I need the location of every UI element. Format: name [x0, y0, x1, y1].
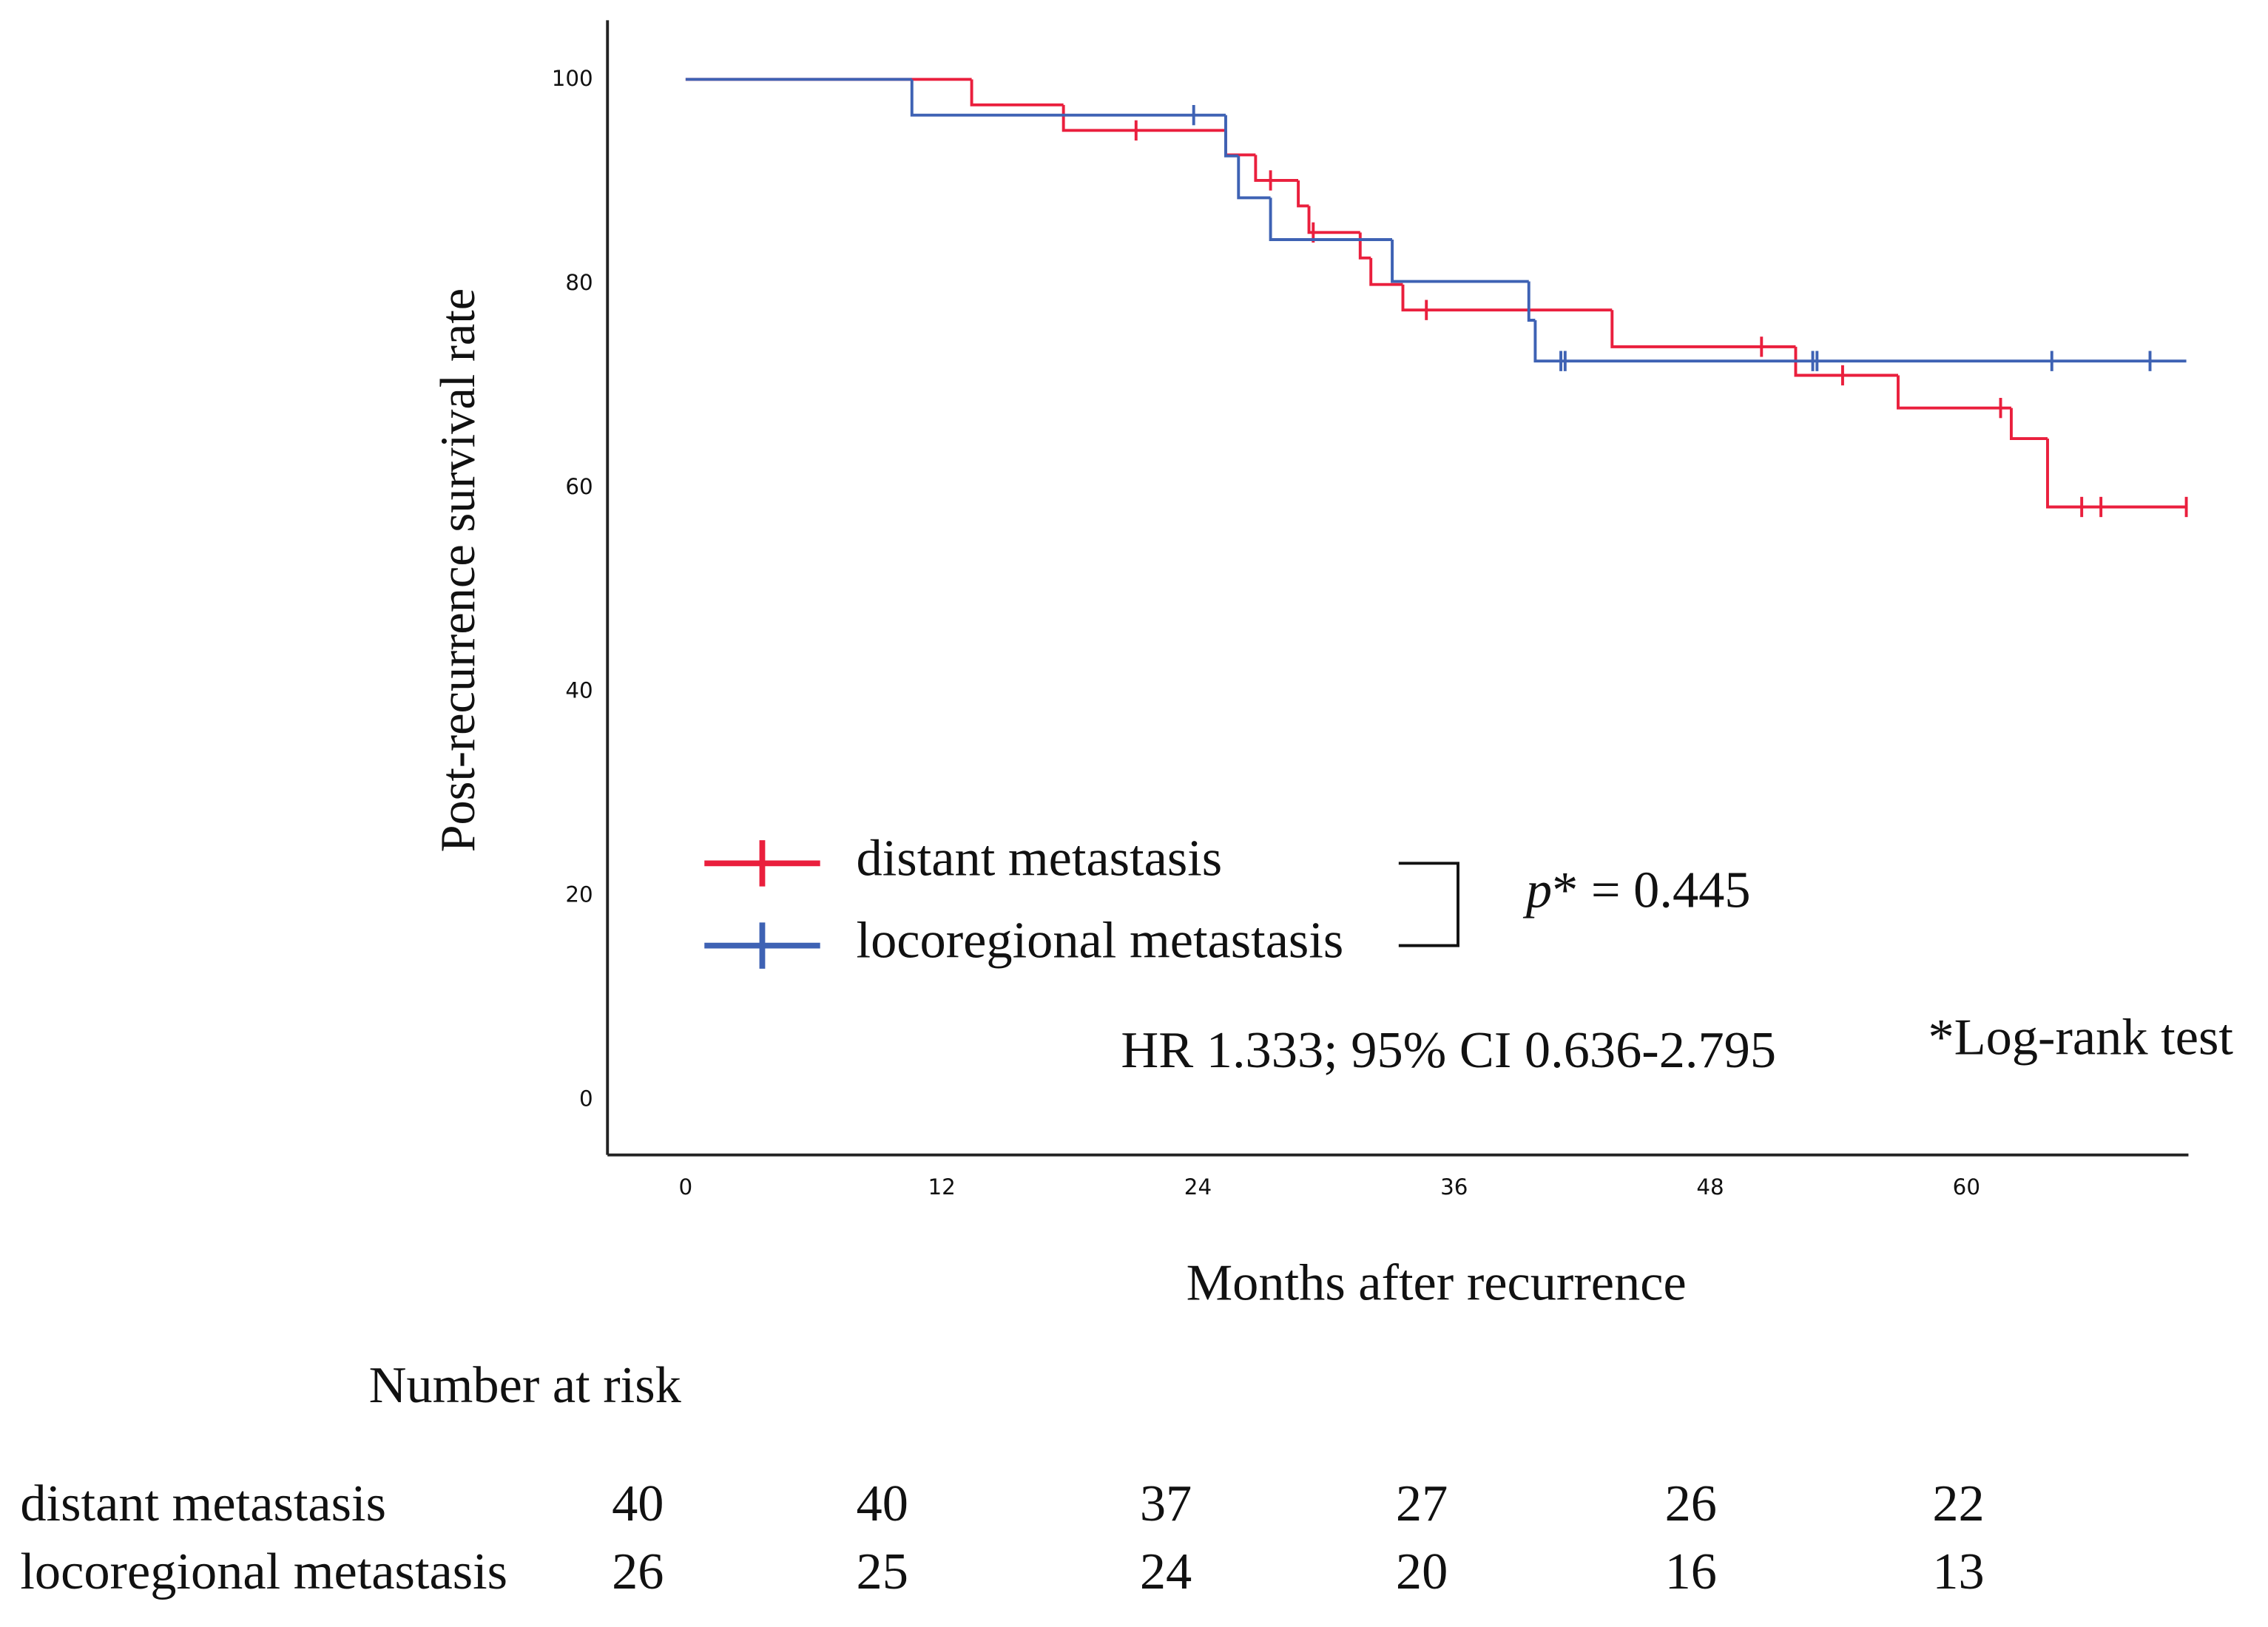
- y-axis-label: Post-recurrence survival rate: [431, 288, 485, 853]
- survival-step: [1307, 206, 1360, 234]
- x-axis-label: Months after recurrence: [1187, 1254, 1687, 1311]
- survival-step: [1401, 284, 1613, 312]
- y-tick-label: 0: [579, 1086, 593, 1112]
- survival-step: [1794, 346, 1898, 377]
- p-bracket: [1398, 862, 1459, 947]
- survival-step: [1224, 130, 1256, 157]
- risk-count: 40: [857, 1475, 908, 1532]
- risk-count: 26: [1665, 1475, 1717, 1532]
- p-symbol: p: [1522, 861, 1552, 919]
- legend-label: distant metastasis: [857, 830, 1223, 887]
- survival-step: [1297, 180, 1309, 208]
- p-value: p* = 0.445: [1522, 861, 1751, 919]
- survival-step: [1358, 232, 1371, 260]
- x-tick-label: 36: [1440, 1174, 1468, 1200]
- survival-step: [1224, 115, 1239, 158]
- risk-count: 24: [1140, 1543, 1192, 1600]
- p-text: * = 0.445: [1552, 861, 1750, 919]
- risk-title: Number at risk: [369, 1356, 682, 1414]
- survival-step: [1533, 319, 2187, 363]
- risk-count: 22: [1932, 1475, 1984, 1532]
- x-tick-label: 48: [1696, 1174, 1724, 1200]
- y-tick-label: 60: [565, 474, 593, 499]
- survival-step: [910, 79, 1226, 117]
- survival-step: [2009, 407, 2048, 440]
- y-tick-label: 100: [552, 66, 593, 91]
- y-tick-label: 80: [565, 270, 593, 295]
- y-tick-label: 40: [565, 678, 593, 703]
- survival-step: [1254, 155, 1299, 182]
- risk-row-name: locoregional metastasis: [20, 1543, 507, 1600]
- x-tick-label: 60: [1953, 1174, 1980, 1200]
- risk-count: 16: [1665, 1543, 1717, 1600]
- hr-text: HR 1.333; 95% CI 0.636-2.795: [1121, 1021, 1776, 1079]
- survival-step: [2046, 439, 2187, 509]
- survival-step: [1062, 104, 1226, 132]
- survival-step: [970, 79, 1064, 106]
- y-tick-label: 20: [565, 882, 593, 907]
- x-tick-label: 24: [1184, 1174, 1212, 1200]
- survival-step: [1269, 197, 1393, 241]
- legend-label: locoregional metastasis: [857, 912, 1344, 970]
- risk-count: 37: [1140, 1475, 1192, 1532]
- survival-step: [1527, 281, 1536, 322]
- survival-step: [1610, 310, 1796, 348]
- x-tick-label: 12: [928, 1174, 956, 1200]
- survival-step: [1391, 239, 1529, 283]
- risk-count: 20: [1396, 1543, 1448, 1600]
- test-note: *Log-rank test: [1928, 1009, 2233, 1066]
- survival-step: [1369, 257, 1403, 286]
- survival-step: [1237, 155, 1271, 200]
- risk-count: 27: [1396, 1475, 1448, 1532]
- risk-count: 25: [857, 1543, 908, 1600]
- risk-count: 40: [612, 1475, 664, 1532]
- survival-step: [1897, 375, 2011, 410]
- risk-count: 13: [1932, 1543, 1984, 1600]
- risk-count: 26: [612, 1543, 664, 1600]
- risk-row-name: distant metastasis: [20, 1475, 386, 1532]
- x-tick-label: 0: [679, 1174, 693, 1200]
